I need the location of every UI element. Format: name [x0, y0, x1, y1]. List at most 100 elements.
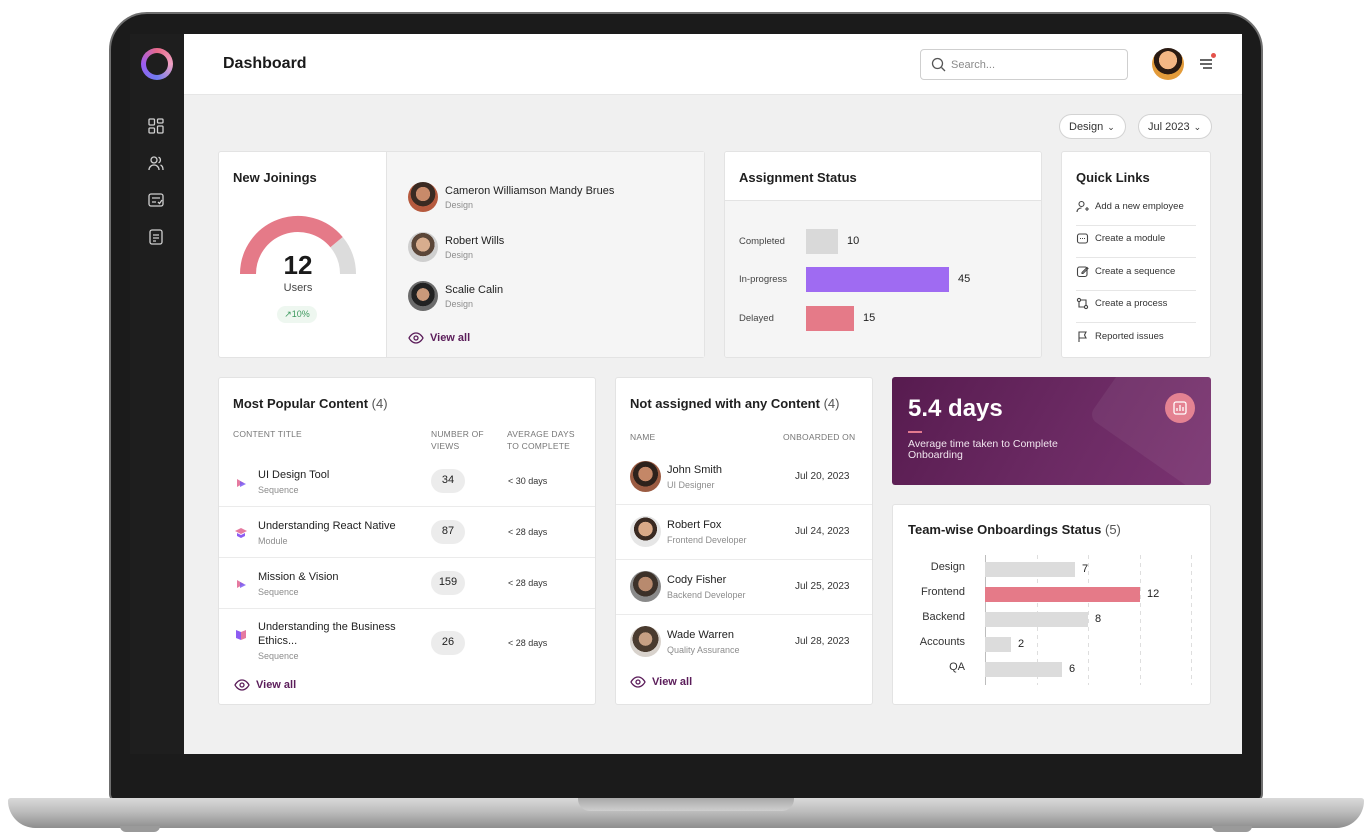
- app-logo[interactable]: [141, 48, 173, 80]
- table-row[interactable]: Cody Fisher Backend Developer Jul 25, 20…: [616, 560, 872, 615]
- popular-content-card: Most Popular Content (4) CONTENT TITLE N…: [218, 377, 596, 705]
- table-row[interactable]: Understanding React Native Module 87 < 2…: [219, 507, 595, 558]
- joinings-count: 12: [283, 250, 313, 280]
- quick-link-label: Create a process: [1095, 298, 1168, 309]
- notification-dot: [1211, 53, 1216, 58]
- menu-icon[interactable]: [1198, 56, 1214, 72]
- accent-line: [908, 431, 922, 433]
- chart-icon-button[interactable]: [1165, 393, 1195, 423]
- avatar: [408, 182, 438, 212]
- view-all-unassigned-link[interactable]: View all: [630, 676, 693, 688]
- popular-content-title: Most Popular Content (4): [233, 396, 388, 411]
- view-all-content-link[interactable]: View all: [234, 679, 297, 691]
- team-status-title: Team-wise Onboardings Status (5): [908, 522, 1121, 537]
- person-name: Wade Warren: [667, 629, 735, 641]
- person-role: Frontend Developer: [667, 535, 747, 545]
- views-count: 34: [431, 469, 465, 493]
- assignment-label: In-progress: [739, 274, 788, 285]
- period-filter[interactable]: Jul 2023 ⌄: [1138, 114, 1213, 139]
- person-name: John Smith: [667, 464, 723, 476]
- quick-link-add-employee[interactable]: Add a new employee: [1076, 200, 1196, 226]
- assignment-value: 10: [847, 235, 860, 247]
- user-avatar[interactable]: [1152, 48, 1184, 80]
- assignment-label: Completed: [739, 236, 785, 247]
- avatar: [630, 626, 661, 657]
- person-dept: Design: [445, 200, 474, 210]
- team-bar: [985, 662, 1062, 677]
- person-role: UI Designer: [667, 480, 715, 490]
- person-name: Cody Fisher: [667, 574, 727, 586]
- table-row[interactable]: Understanding the Business Ethics... Seq…: [219, 609, 595, 667]
- content-title: Understanding React Native: [258, 520, 396, 532]
- avatar: [408, 232, 438, 262]
- team-bar-value: 7: [1082, 563, 1089, 575]
- eye-icon: [234, 679, 250, 691]
- period-filter-value: Jul 2023: [1148, 121, 1190, 133]
- column-header: NUMBER OF VIEWS: [431, 429, 484, 451]
- not-assigned-count: (4): [823, 396, 840, 411]
- team-status-title-text: Team-wise Onboardings Status: [908, 522, 1102, 537]
- assignment-bar: [806, 306, 854, 331]
- quick-link-label: Create a module: [1095, 233, 1166, 244]
- app-screen: Dashboard Design⌄ Jul 2023⌄ New Joinings…: [130, 34, 1242, 754]
- quick-link-label: Add a new employee: [1095, 201, 1184, 212]
- team-bar: [985, 637, 1011, 652]
- sequence-icon: [237, 479, 246, 487]
- team-status-count: (5): [1104, 522, 1121, 537]
- department-filter[interactable]: Design ⌄: [1059, 114, 1126, 139]
- assignment-status-title: Assignment Status: [739, 170, 857, 185]
- tasks-icon[interactable]: [147, 191, 165, 209]
- column-header: NAME: [630, 432, 656, 442]
- eye-icon: [408, 332, 424, 344]
- person-name: Robert Wills: [445, 235, 505, 247]
- assignment-bar: [806, 267, 949, 292]
- search-box[interactable]: [920, 49, 1128, 80]
- view-all-label: View all: [652, 676, 693, 688]
- avatar: [630, 461, 661, 492]
- assignment-status-header: Assignment Status: [725, 152, 1041, 201]
- onboarded-date: Jul 20, 2023: [795, 471, 850, 482]
- quick-link-reported-issues[interactable]: Reported issues: [1076, 330, 1196, 356]
- team-category-label: Frontend: [920, 586, 965, 598]
- table-row[interactable]: Wade Warren Quality Assurance Jul 28, 20…: [616, 615, 872, 670]
- column-header: AVERAGE DAYS TO COMPLETE: [507, 429, 575, 451]
- assignment-status-chart: Completed 10 In-progress 45 Delayed 15: [725, 201, 1041, 357]
- avg-days: < 28 days: [508, 527, 548, 537]
- avatar: [630, 571, 661, 602]
- team-bar-value: 8: [1095, 613, 1102, 625]
- view-all-label: View all: [430, 332, 471, 344]
- person-dept: Design: [445, 299, 474, 309]
- content-title: UI Design Tool: [258, 469, 330, 481]
- table-row[interactable]: John Smith UI Designer Jul 20, 2023: [616, 450, 872, 505]
- view-all-joinings-link[interactable]: View all: [408, 332, 471, 344]
- table-row[interactable]: UI Design Tool Sequence 34 < 30 days: [219, 456, 595, 507]
- chevron-down-icon: ⌄: [1193, 122, 1202, 132]
- dashboard-icon[interactable]: [147, 117, 165, 135]
- onboarding-time-card: 5.4 days Average time taken to Complete …: [892, 377, 1211, 485]
- table-row[interactable]: Mission & Vision Sequence 159 < 28 days: [219, 558, 595, 609]
- users-icon[interactable]: [147, 154, 165, 172]
- chevron-down-icon: ⌄: [1107, 122, 1115, 132]
- views-count: 87: [431, 520, 465, 544]
- gauge-filled-arc: [240, 216, 343, 275]
- quick-link-create-process[interactable]: Create a process: [1076, 297, 1196, 323]
- content-title: Mission & Vision: [258, 571, 339, 583]
- quick-links-title: Quick Links: [1076, 170, 1150, 185]
- search-input[interactable]: [951, 56, 1121, 74]
- reports-icon[interactable]: [147, 228, 165, 246]
- edit-icon: [1076, 266, 1089, 278]
- team-bar: [985, 562, 1075, 577]
- popular-content-count: (4): [371, 396, 388, 411]
- quick-link-create-module[interactable]: Create a module: [1076, 232, 1196, 258]
- view-all-label: View all: [256, 679, 297, 691]
- team-category-label: Backend: [922, 611, 965, 623]
- table-row[interactable]: Robert Fox Frontend Developer Jul 24, 20…: [616, 505, 872, 560]
- quick-link-label: Reported issues: [1095, 331, 1164, 342]
- gauge-remaining-arc: [330, 237, 356, 275]
- not-assigned-title-text: Not assigned with any Content: [630, 396, 820, 411]
- bar-chart-icon: [1173, 401, 1187, 415]
- onboarding-time-value: 5.4 days: [908, 395, 1003, 422]
- person-role: Quality Assurance: [667, 645, 740, 655]
- quick-link-create-sequence[interactable]: Create a sequence: [1076, 265, 1196, 291]
- page-title: Dashboard: [223, 55, 307, 72]
